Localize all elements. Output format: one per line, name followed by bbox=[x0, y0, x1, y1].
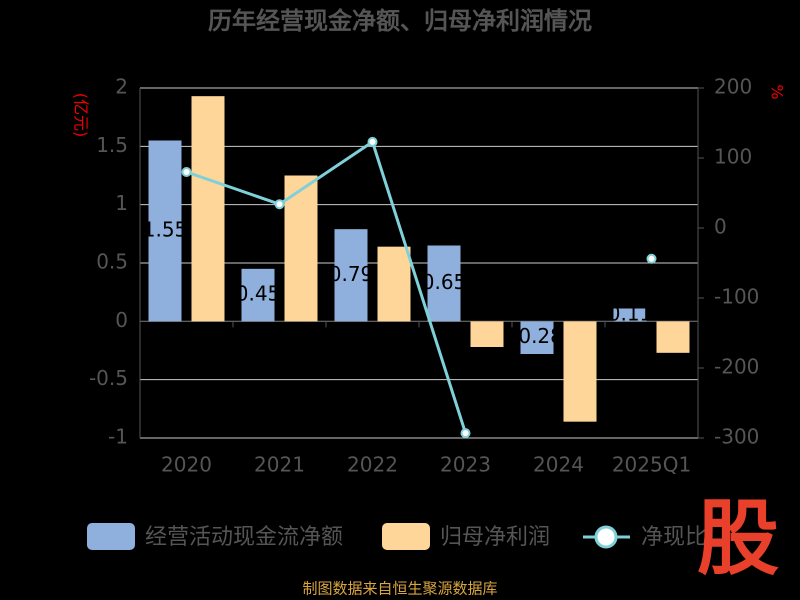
bar bbox=[191, 96, 225, 322]
y-tick-label: 1.5 bbox=[96, 133, 128, 157]
line-point bbox=[367, 136, 378, 147]
legend-swatch bbox=[382, 523, 430, 550]
bar bbox=[148, 140, 182, 322]
x-tick-label: 2025Q1 bbox=[612, 453, 691, 477]
legend-swatch bbox=[87, 523, 135, 550]
y-tick-label: 2 bbox=[115, 75, 128, 99]
x-tick-label: 2021 bbox=[254, 453, 305, 477]
bar bbox=[613, 308, 647, 322]
bar-value-label: 0.11 bbox=[608, 301, 653, 325]
y2-axis-label: % bbox=[768, 84, 787, 99]
bar bbox=[284, 175, 318, 322]
y2-tick-label: -100 bbox=[714, 285, 759, 309]
y-tick-label: -0.5 bbox=[89, 366, 128, 390]
line-point bbox=[181, 167, 192, 177]
y-tick-label: 0 bbox=[115, 308, 128, 332]
line-point bbox=[274, 199, 285, 210]
line-point bbox=[646, 253, 657, 264]
bar-value-label: 0.65 bbox=[422, 270, 467, 294]
bar bbox=[563, 321, 597, 422]
y-tick-label: 1 bbox=[115, 191, 128, 215]
chart-title: 历年经营现金净额、归母净利润情况 bbox=[208, 7, 592, 35]
y2-tick-label: 100 bbox=[714, 145, 752, 169]
bar bbox=[377, 246, 411, 322]
legend-label: 归母净利润 bbox=[440, 525, 550, 550]
logo: 股 bbox=[697, 491, 779, 586]
bar bbox=[427, 245, 461, 322]
x-tick-label: 2024 bbox=[533, 453, 584, 477]
source-note: 制图数据来自恒生聚源数据库 bbox=[302, 580, 497, 598]
bar bbox=[520, 321, 554, 354]
x-tick-label: 2023 bbox=[440, 453, 491, 477]
bar-value-label: 0.79 bbox=[329, 262, 374, 286]
y-tick-label: -1 bbox=[108, 425, 128, 449]
x-tick-label: 2020 bbox=[161, 453, 212, 477]
legend-swatch-point bbox=[594, 525, 618, 549]
bar bbox=[470, 321, 504, 347]
bar-value-label: -0.28 bbox=[511, 324, 563, 348]
legend-label: 净现比 bbox=[641, 525, 707, 550]
y2-tick-label: -300 bbox=[714, 425, 759, 449]
y2-tick-label: 0 bbox=[714, 215, 727, 239]
x-tick-label: 2022 bbox=[347, 453, 398, 477]
y2-tick-label: -200 bbox=[714, 355, 759, 379]
bar bbox=[656, 321, 690, 353]
y2-tick-label: 200 bbox=[714, 75, 752, 99]
line-point bbox=[460, 428, 471, 439]
bar bbox=[334, 229, 368, 322]
legend-label: 经营活动现金流净额 bbox=[145, 525, 343, 550]
bar-value-label: 1.55 bbox=[143, 217, 188, 241]
bar-value-label: 0.45 bbox=[236, 282, 281, 306]
y-tick-label: 0.5 bbox=[96, 250, 128, 274]
y-axis-label: (亿元) bbox=[72, 93, 91, 138]
bar bbox=[241, 268, 275, 322]
